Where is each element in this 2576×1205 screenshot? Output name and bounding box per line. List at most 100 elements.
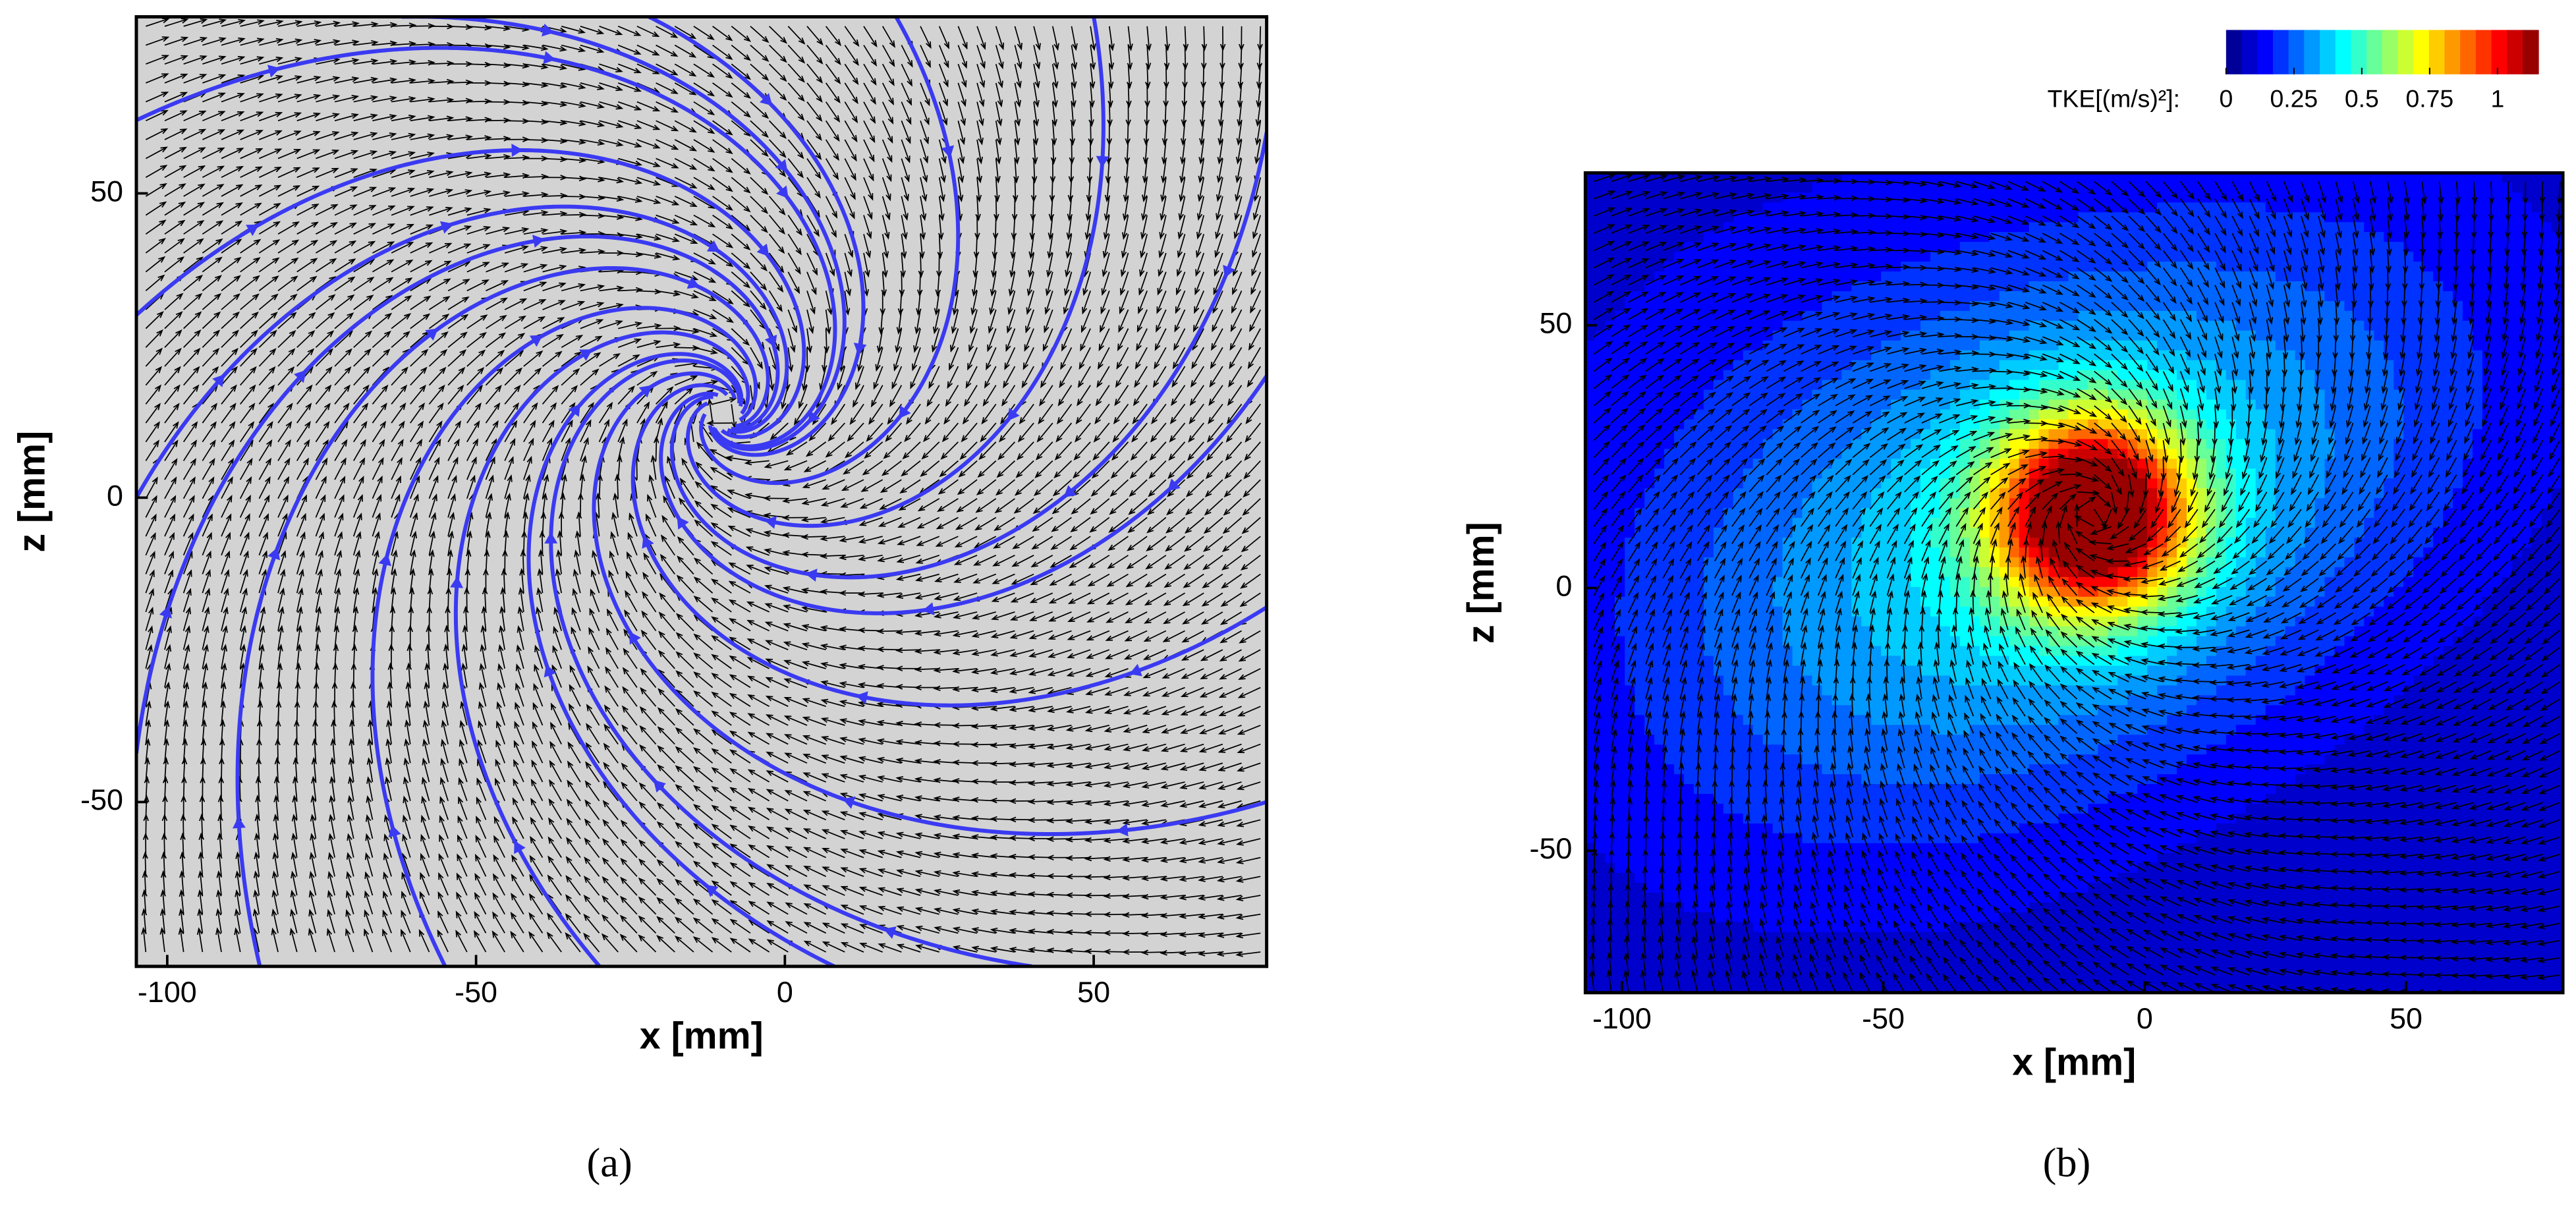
vector-arrow (602, 838, 619, 858)
vector-arrow (1051, 64, 1059, 89)
vector-arrow (145, 569, 155, 594)
contour-cell (2157, 320, 2168, 332)
vector-arrow (764, 460, 789, 468)
vector-arrow (1096, 366, 1110, 388)
contour-cell (1940, 350, 1951, 361)
contour-cell (1979, 202, 1991, 213)
vector-arrow (271, 909, 279, 934)
vector-arrow (486, 315, 507, 329)
vector-arrow (410, 152, 435, 159)
vector-arrow (352, 512, 362, 537)
vector-arrow (711, 785, 732, 802)
vector-arrow (765, 658, 789, 669)
vector-arrow (1194, 290, 1205, 314)
vector-arrow (729, 824, 751, 839)
vector-arrow (258, 312, 278, 329)
vector-arrow (667, 455, 676, 480)
vector-arrow (803, 460, 827, 472)
vector-arrow (642, 591, 657, 613)
contour-cell (2541, 330, 2552, 342)
vector-arrow (1103, 781, 1129, 788)
vector-arrow (808, 422, 827, 441)
contour-cell (2038, 212, 2050, 223)
vector-arrow (291, 851, 298, 877)
vector-arrow (550, 702, 562, 726)
contour-cell (2305, 182, 2316, 194)
vector-arrow (466, 262, 490, 273)
vector-arrow (693, 139, 715, 153)
contour-cell (2344, 182, 2355, 194)
vector-arrow (391, 313, 412, 329)
vector-arrow (258, 494, 270, 518)
vector-arrow (768, 290, 783, 312)
vector-arrow (675, 878, 694, 896)
vector-arrow (656, 44, 679, 57)
vector-arrow (1163, 611, 1185, 625)
vector-arrow (1252, 215, 1262, 240)
contour-cell (2206, 291, 2218, 302)
vector-arrow (711, 880, 732, 896)
vector-arrow (1044, 291, 1053, 315)
vector-arrow (938, 479, 959, 495)
contour-cell (1743, 281, 1754, 293)
vector-arrow (410, 96, 435, 103)
contour-cell (1822, 182, 1833, 194)
vector-arrow (914, 888, 939, 896)
vector-arrow (1161, 158, 1167, 184)
vector-arrow (182, 625, 191, 650)
vector-arrow (605, 627, 619, 650)
vector-arrow (676, 574, 694, 594)
vector-arrow (456, 891, 468, 915)
vector-arrow (221, 644, 228, 669)
vector-arrow (787, 233, 802, 256)
vector-arrow (674, 157, 698, 170)
contour-cell (2157, 173, 2168, 184)
vector-arrow (240, 93, 264, 103)
vector-arrow (199, 813, 205, 839)
vector-arrow (1008, 761, 1034, 768)
vector-arrow (784, 790, 808, 802)
contour-cell (2462, 202, 2474, 213)
vector-arrow (462, 625, 468, 650)
vector-arrow (1122, 819, 1148, 826)
vector-arrow (896, 887, 921, 896)
contour-cell (2511, 252, 2523, 263)
vector-arrow (878, 943, 902, 953)
vector-arrow (837, 366, 846, 391)
contour-cell (2226, 222, 2237, 233)
vector-arrow (1140, 234, 1148, 259)
vector-arrow (459, 719, 468, 744)
vector-arrow (895, 592, 921, 599)
vector-arrow (1050, 139, 1057, 165)
vector-arrow (885, 422, 903, 442)
vector-arrow (841, 479, 864, 491)
vector-arrow (221, 403, 237, 424)
vector-arrow (1009, 891, 1034, 897)
contour-cell (2324, 262, 2336, 273)
vector-arrow (1105, 630, 1129, 641)
vector-arrow (523, 246, 549, 254)
vector-arrow (1065, 781, 1091, 787)
vector-arrow (1028, 668, 1053, 676)
vector-arrow (877, 887, 902, 896)
vector-arrow (712, 214, 734, 230)
vector-arrow (1122, 837, 1148, 844)
vector-arrow (1125, 611, 1148, 624)
vector-arrow (934, 907, 959, 915)
vector-arrow (410, 206, 434, 216)
vector-arrow (366, 776, 374, 801)
vector-arrow (447, 189, 473, 197)
vector-arrow (862, 460, 883, 476)
contour-cell (2502, 173, 2513, 184)
vector-arrow (1065, 836, 1091, 843)
vector-arrow (766, 939, 789, 953)
vector-arrow (315, 403, 331, 424)
vector-arrow (787, 271, 800, 294)
vector-arrow (277, 569, 286, 594)
vector-arrow (565, 875, 581, 896)
vector-arrow (1219, 64, 1225, 90)
contour-cell (2394, 271, 2405, 283)
contour-cell (1802, 232, 1813, 243)
vector-arrow (254, 851, 260, 877)
vector-arrow (640, 667, 657, 688)
